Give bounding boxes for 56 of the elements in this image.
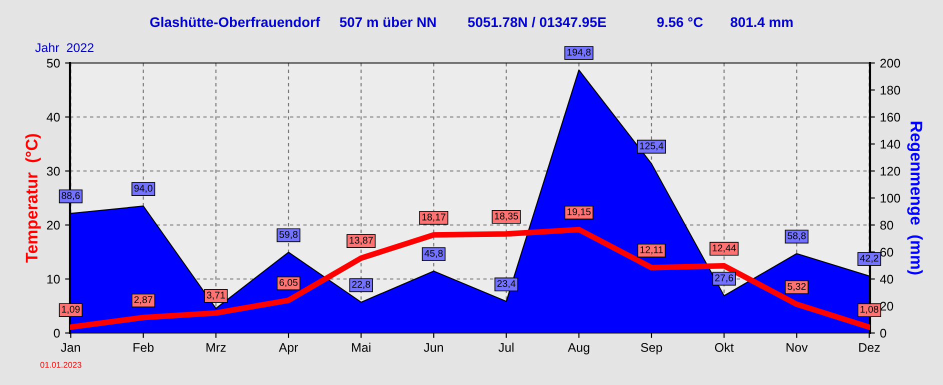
- y2-tick-label: 60: [880, 248, 894, 257]
- y-tick-label: 40: [46, 112, 60, 122]
- data-label: 12,44: [712, 244, 736, 253]
- x-tick-label: Feb: [134, 342, 154, 352]
- text: 01.01.2023: [40, 362, 82, 368]
- data-label: 42,2: [860, 254, 878, 263]
- chart-subtitle: Jahr 2022: [35, 42, 94, 52]
- y2-tick-label: 160: [880, 112, 900, 122]
- y2-tick-label: 180: [880, 86, 900, 95]
- data-label: 125,4: [640, 142, 664, 150]
- data-label: 1,08: [860, 306, 878, 314]
- y2-tick-label: 80: [880, 220, 894, 230]
- data-label: 3,71: [206, 292, 225, 300]
- y2-axis-title: Regenmenge (mm): [907, 122, 923, 274]
- x-tick-label: Mrz: [206, 343, 226, 352]
- data-label: 18,35: [494, 212, 518, 221]
- x-tick-label: Jan: [60, 343, 80, 352]
- data-label: 58,8: [788, 232, 806, 240]
- x-tick-label: Okt: [714, 342, 734, 352]
- x-tick-label: Aug: [568, 343, 590, 354]
- y2-tick-label: 40: [880, 274, 894, 284]
- y-tick-label: 30: [46, 166, 60, 176]
- data-label: 5,32: [788, 282, 806, 291]
- data-label: 88,6: [62, 192, 80, 200]
- chart-title: Glashütte-Oberfrauendorf 507 m über NN 5051.78N / 01347.95E 9.56 °C 801.4 mm: [150, 16, 793, 28]
- data-label: 45,8: [424, 250, 443, 258]
- x-tick-label: Jun: [424, 343, 443, 352]
- y-tick-label: 10: [47, 274, 60, 284]
- y-tick-label: 20: [47, 220, 60, 230]
- y2-tick-label: 140: [880, 140, 900, 149]
- data-label: 18,17: [422, 214, 446, 222]
- data-label: 27,6: [715, 274, 734, 282]
- data-label: 94,0: [134, 184, 152, 193]
- y2-tick-label: 200: [880, 58, 900, 68]
- x-tick-label: Jul: [498, 342, 514, 352]
- x-tick-label: Mai: [352, 342, 370, 352]
- x-tick-label: Nov: [786, 343, 808, 352]
- y2-tick-label: 120: [880, 166, 900, 176]
- data-label: 13,87: [350, 236, 373, 245]
- data-label: 22,8: [352, 280, 370, 289]
- y2-tick-label: 100: [880, 194, 900, 203]
- y-tick-label: 0: [54, 328, 60, 338]
- data-label: 194,8: [567, 48, 591, 57]
- y-axis-title: Temperatur (°C): [25, 134, 41, 263]
- data-label: 12,11: [640, 246, 663, 254]
- data-label: 6,05: [280, 279, 298, 288]
- x-tick-label: Sep: [640, 343, 662, 354]
- x-tick-label: Apr: [278, 343, 298, 354]
- data-label: 2,87: [134, 296, 152, 304]
- data-label: 23,4: [497, 280, 516, 288]
- y2-tick-label: 0: [880, 328, 886, 338]
- y-tick-label: 50: [46, 58, 60, 68]
- data-label: 19,15: [567, 208, 591, 216]
- data-label: 59,8: [279, 230, 298, 239]
- data-label: 1,09: [62, 306, 80, 314]
- x-tick-label: Dez: [859, 343, 880, 352]
